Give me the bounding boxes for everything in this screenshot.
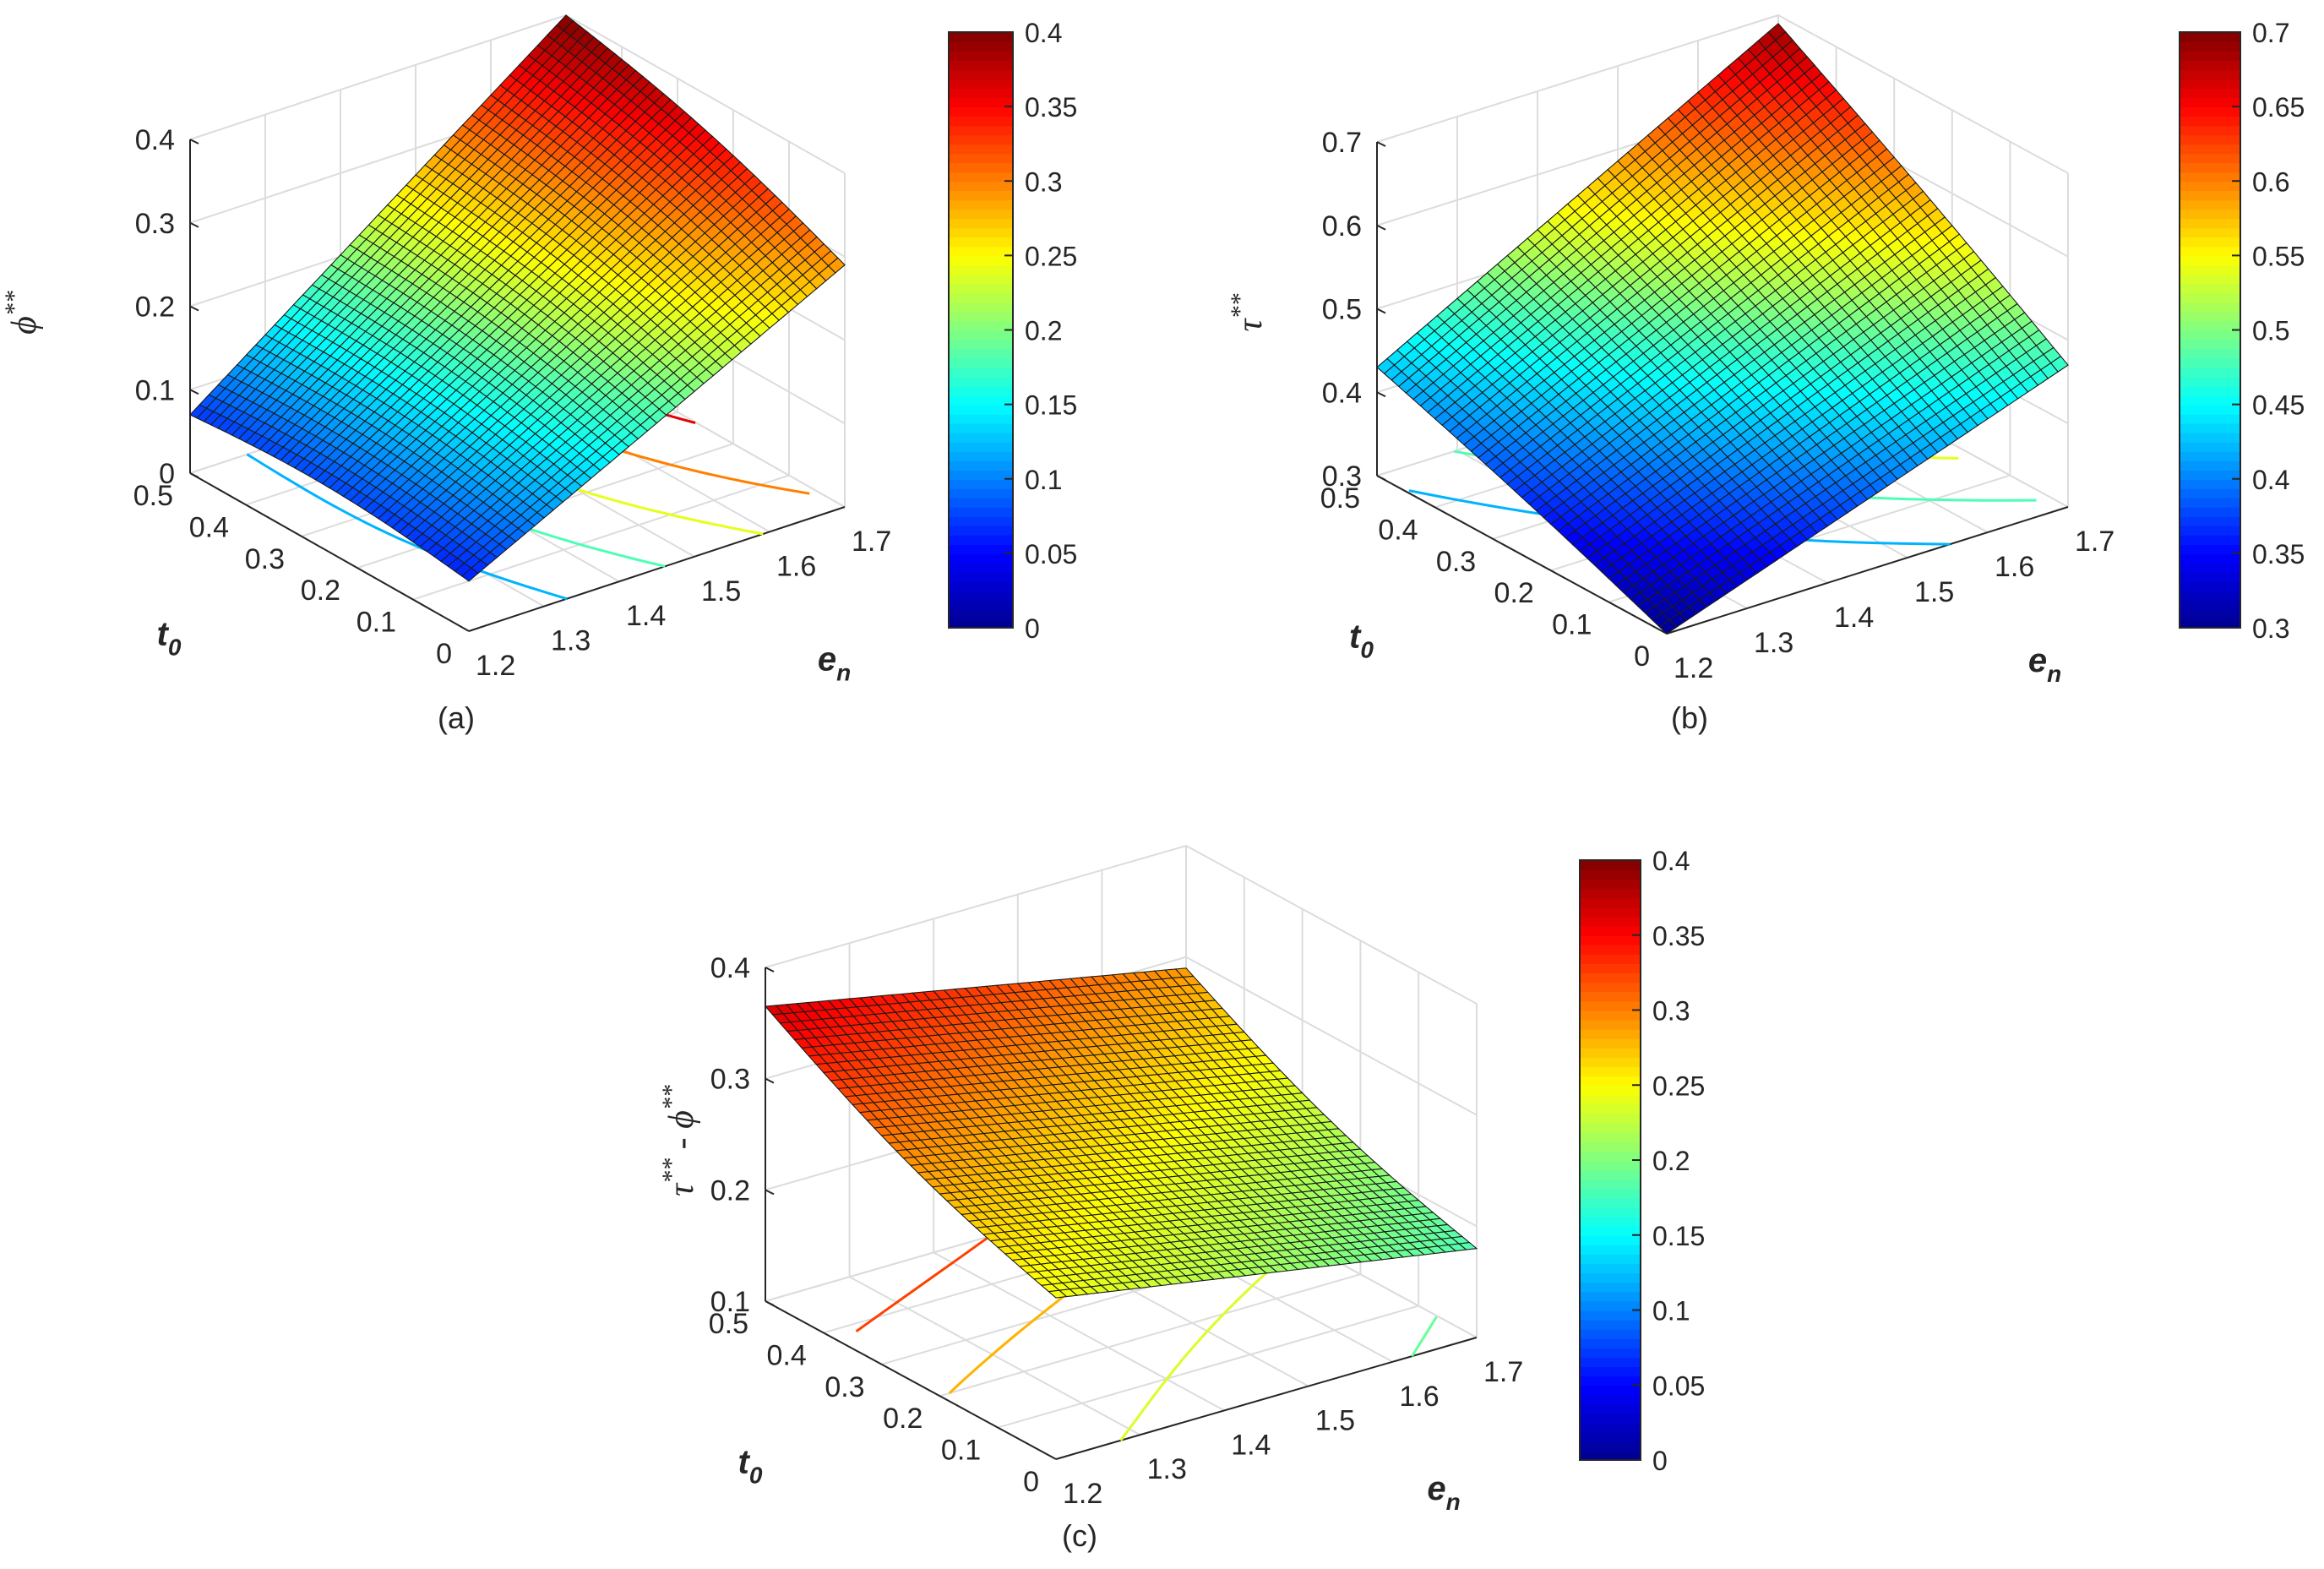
grid-line	[939, 1273, 1361, 1397]
contour-line	[246, 453, 568, 601]
surface	[764, 967, 1478, 1299]
surface	[189, 14, 846, 582]
plot-area: 0.10.20.30.40.50.40.30.20.10 1.21.31.41.5…	[657, 844, 1523, 1553]
grid-line	[412, 474, 790, 601]
grid-line	[997, 1305, 1419, 1429]
plot-area: 00.10.20.30.40.50.40.30.20.10 1.21.31.41.…	[0, 14, 891, 735]
en-axis-line	[468, 506, 846, 632]
t0-axis-line	[189, 472, 470, 632]
t0-axis-line	[765, 1300, 1057, 1460]
